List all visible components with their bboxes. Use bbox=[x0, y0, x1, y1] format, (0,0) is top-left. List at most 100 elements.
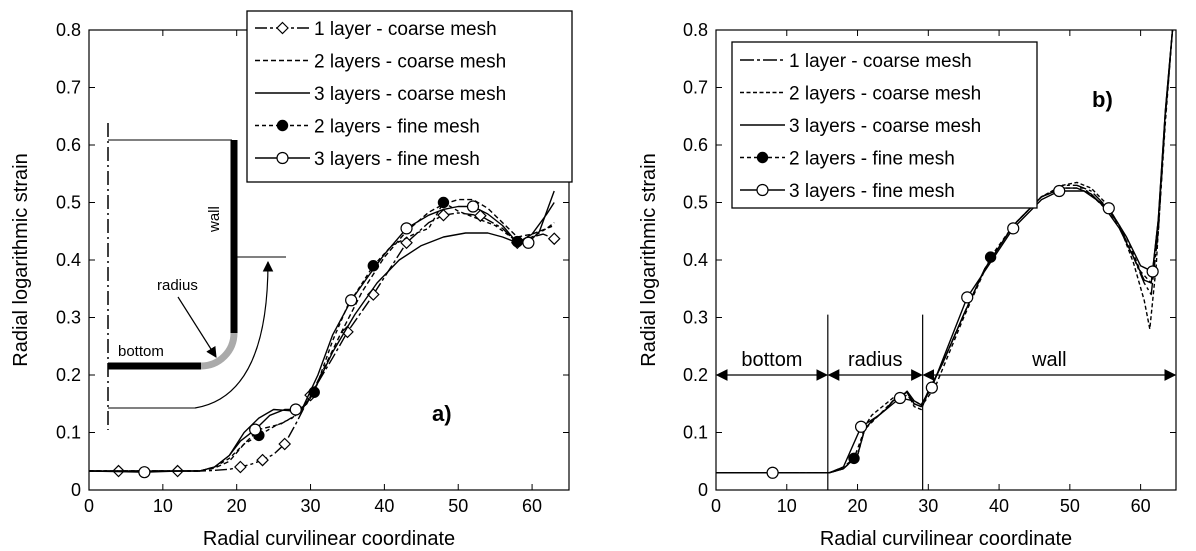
chart-b-series-4-point-0 bbox=[766, 466, 779, 479]
chart-a-series-4-point-1 bbox=[249, 423, 262, 436]
chart-a-legend-label-1: 2 layers - coarse mesh bbox=[314, 52, 506, 73]
chart-b-series-4-point-2 bbox=[893, 391, 907, 405]
chart-a-legend: 1 layer - coarse mesh 2 layers - coarse m… bbox=[246, 10, 573, 183]
chart-a-ytick-label-4: 0.4 bbox=[56, 250, 81, 270]
chart-a-series-0-point-8 bbox=[400, 236, 413, 250]
chart-b-ytick-label-2: 0.2 bbox=[683, 365, 708, 385]
chart-b-xlabel: Radial curvilinear coordinate bbox=[820, 528, 1072, 550]
chart-a-legend-box bbox=[246, 10, 573, 183]
chart-a-panel-label: a) bbox=[432, 401, 452, 426]
chart-a-legend-marker-0 bbox=[276, 21, 289, 35]
chart-b: 0 0.1 0.2 0.3 0.4 0.5 0.6 0.7 0.8 0 10 20 30 40 50 60 b… bbox=[638, 20, 1177, 550]
chart-a-ylabel: Radial logarithmic strain bbox=[10, 153, 32, 366]
chart-a-series-4-point-4 bbox=[400, 222, 413, 235]
chart-b-legend-marker-3 bbox=[756, 151, 769, 164]
chart-b-series-4-point-8 bbox=[1146, 265, 1159, 278]
inset-radius-pointer bbox=[177, 296, 217, 358]
chart-a-legend-marker-4 bbox=[276, 151, 289, 165]
chart-a-series-0-line bbox=[89, 212, 555, 472]
chart-b-xtick-label-3: 30 bbox=[918, 496, 938, 516]
chart-b-legend-label-2: 3 layers - coarse mesh bbox=[789, 116, 981, 137]
chart-b-region-label-bottom: bottom bbox=[741, 349, 802, 371]
chart-a-series-0-point-4 bbox=[278, 437, 292, 451]
chart-b-series-4-point-1 bbox=[854, 420, 868, 433]
chart-b-ytick-label-4: 0.4 bbox=[683, 250, 708, 270]
chart-b-legend-marker-4 bbox=[756, 183, 769, 197]
chart-a-series-4-point-2 bbox=[289, 403, 302, 416]
chart-a-series-3-line bbox=[89, 201, 555, 472]
chart-b-series-4-point-7 bbox=[1102, 202, 1115, 215]
chart-a-series-3-point-2 bbox=[367, 260, 380, 272]
chart-b-xtick-label-4: 40 bbox=[989, 496, 1009, 516]
chart-b-ytick-label-7: 0.7 bbox=[683, 78, 708, 98]
chart-b-legend-label-3: 2 layers - fine mesh bbox=[789, 149, 955, 170]
chart-a-series-0-point-2 bbox=[234, 460, 247, 474]
chart-b-panel-label: b) bbox=[1092, 87, 1113, 112]
chart-a-xtick-label-6: 60 bbox=[522, 496, 542, 516]
chart-b-xtick-label-6: 60 bbox=[1131, 496, 1151, 516]
chart-b-ytick-label-0: 0 bbox=[698, 480, 708, 500]
chart-b-xtick-label-5: 50 bbox=[1060, 496, 1080, 516]
chart-a-series-0-point-9 bbox=[437, 208, 450, 222]
chart-a-series-0-point-6 bbox=[341, 325, 354, 339]
inset-curvilinear-arrow bbox=[194, 260, 274, 409]
inset-wall-label: wall bbox=[206, 206, 223, 233]
chart-b-ytick-label-5: 0.5 bbox=[683, 193, 708, 213]
chart-a-ytick-label-7: 0.7 bbox=[56, 78, 81, 98]
chart-b-regions: bottom radius wall bbox=[715, 314, 1177, 490]
chart-a-ytick-label-0: 0 bbox=[71, 480, 81, 500]
chart-b-xtick-label-2: 20 bbox=[848, 496, 868, 516]
chart-b-ytick-label-8: 0.8 bbox=[683, 20, 708, 40]
chart-b-legend-label-0: 1 layer - coarse mesh bbox=[789, 51, 972, 72]
chart-b-series bbox=[716, 29, 1174, 479]
chart-b-series-4-point-5 bbox=[1007, 222, 1020, 235]
chart-b-ticks: 0 0.1 0.2 0.3 0.4 0.5 0.6 0.7 0.8 0 10 20 30 40 50 60 bbox=[683, 20, 1176, 516]
chart-a-xtick-label-4: 40 bbox=[374, 496, 394, 516]
chart-a-ytick-label-1: 0.1 bbox=[56, 423, 81, 443]
chart-a-xtick-label-3: 30 bbox=[301, 496, 321, 516]
chart-b-ylabel: Radial logarithmic strain bbox=[638, 153, 660, 366]
chart-a-series-3-point-3 bbox=[437, 196, 450, 209]
inset-radius-label: radius bbox=[157, 277, 198, 294]
chart-b-legend: 1 layer - coarse mesh 2 layers - coarse m… bbox=[731, 41, 1038, 209]
chart-a-legend-label-4: 3 layers - fine mesh bbox=[314, 149, 480, 170]
chart-a-ytick-label-8: 0.8 bbox=[56, 20, 81, 40]
chart-a-series-4-point-5 bbox=[466, 200, 480, 213]
chart-b-legend-label-4: 3 layers - fine mesh bbox=[789, 181, 955, 202]
chart-a-ticks: 0 0.1 0.2 0.3 0.4 0.5 0.6 0.7 0.8 0 10 20 30 40 50 60 bbox=[56, 20, 569, 516]
chart-a-ytick-label-5: 0.5 bbox=[56, 193, 81, 213]
chart-b-xtick-label-0: 0 bbox=[711, 496, 721, 516]
chart-a-xlabel: Radial curvilinear coordinate bbox=[203, 528, 455, 550]
chart-a-series-1-line bbox=[89, 198, 555, 472]
chart-a-xtick-label-2: 20 bbox=[227, 496, 247, 516]
inset-bottom-label: bottom bbox=[118, 343, 164, 360]
chart-b-xtick-label-1: 10 bbox=[777, 496, 797, 516]
chart-b-ytick-label-6: 0.6 bbox=[683, 135, 708, 155]
chart-a-ytick-label-2: 0.2 bbox=[56, 365, 81, 385]
chart-b-region-label-wall: wall bbox=[1031, 349, 1066, 371]
chart-a-legend-label-2: 3 layers - coarse mesh bbox=[314, 84, 506, 105]
chart-b-series-4-point-3 bbox=[925, 381, 938, 394]
chart-a-series-2-line bbox=[89, 202, 555, 472]
chart-a-xtick-label-5: 50 bbox=[448, 496, 468, 516]
chart-a-series-4-point-0 bbox=[138, 466, 151, 479]
chart-b-series-4-point-6 bbox=[1053, 184, 1066, 198]
chart-b-ytick-label-1: 0.1 bbox=[683, 423, 708, 443]
chart-a-xtick-label-0: 0 bbox=[84, 496, 94, 516]
chart-a-legend-label-0: 1 layer - coarse mesh bbox=[314, 19, 497, 40]
chart-a-legend-marker-3 bbox=[276, 119, 289, 132]
chart-b-series-4-point-4 bbox=[961, 291, 974, 304]
chart-b-region-label-radius: radius bbox=[848, 349, 902, 371]
chart-b-ytick-label-3: 0.3 bbox=[683, 308, 708, 328]
chart-a-series bbox=[88, 190, 561, 479]
chart-b-legend-label-1: 2 layers - coarse mesh bbox=[789, 84, 981, 105]
chart-a-series-4-line bbox=[88, 190, 555, 473]
chart-a-ytick-label-3: 0.3 bbox=[56, 308, 81, 328]
chart-b-series-3-point-0 bbox=[848, 452, 860, 465]
chart-a-inset-sketch: wall radius bottom bbox=[107, 123, 286, 430]
chart-a-series-4-point-3 bbox=[345, 294, 358, 307]
chart-a-xtick-label-1: 10 bbox=[153, 496, 173, 516]
chart-a-series-4-point-6 bbox=[522, 236, 535, 249]
chart-a-series-0-point-12 bbox=[547, 232, 561, 246]
